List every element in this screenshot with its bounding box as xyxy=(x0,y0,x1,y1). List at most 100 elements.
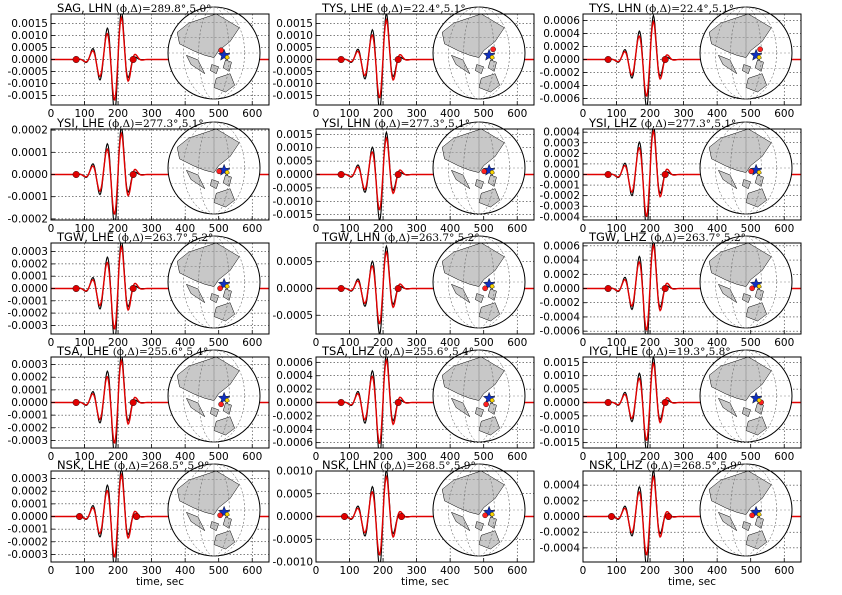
globe-meridian xyxy=(730,235,762,329)
globe-landmass xyxy=(222,174,232,187)
pick-marker xyxy=(129,170,137,178)
x-tick-label: 600 xyxy=(242,451,262,463)
panel-title: TGW, LHE (ϕ,Δ)=263.7°,5.2° xyxy=(56,230,213,244)
x-tick-label: 300 xyxy=(142,108,162,120)
y-tick-label: 0.0010 xyxy=(11,30,48,42)
y-tick-label: 0.0000 xyxy=(276,511,313,523)
station-marker xyxy=(218,401,224,408)
x-tick-label: 200 xyxy=(373,337,393,349)
panel-station-label: TYS, LHE xyxy=(321,1,377,15)
globe-meridian xyxy=(715,121,777,215)
x-tick-label: 500 xyxy=(741,108,761,120)
x-tick-label: 100 xyxy=(340,223,360,235)
y-tick-label: 0.0001 xyxy=(11,384,48,396)
reference-marker xyxy=(756,512,762,517)
y-tick-label: -0.0001 xyxy=(7,295,48,307)
x-tick-label: 400 xyxy=(440,108,460,120)
globe-landmass xyxy=(745,416,768,436)
y-tick-label: -0.0002 xyxy=(539,297,580,309)
x-axis-label: time, sec xyxy=(401,576,449,588)
x-tick-label: 600 xyxy=(242,108,262,120)
panel-station-label: NSK, LHZ xyxy=(589,458,646,472)
globe-landmass xyxy=(717,283,738,304)
panel-title: TSA, LHZ (ϕ,Δ)=255.6°,5.4° xyxy=(321,344,474,358)
x-tick-label: 200 xyxy=(108,337,128,349)
x-tick-label: 500 xyxy=(474,108,494,120)
globe-landmass xyxy=(213,188,236,208)
y-tick-label: 0.0004 xyxy=(543,255,580,267)
panel-station-label: YSI, LHZ xyxy=(588,116,641,130)
pick-marker xyxy=(129,399,137,407)
x-tick-label: 500 xyxy=(209,565,229,577)
globe-meridian xyxy=(448,121,510,215)
y-tick-label: 0.0002 xyxy=(11,372,48,384)
pick-marker xyxy=(76,513,84,521)
y-tick-label: 0.0000 xyxy=(543,169,580,181)
globe-meridian xyxy=(198,121,230,215)
y-tick-label: -0.0010 xyxy=(272,78,313,90)
y-tick-label: -0.0015 xyxy=(7,90,48,102)
globe-landmass xyxy=(213,416,236,436)
x-tick-label: 400 xyxy=(707,108,727,120)
panel-tgw-lhz: 0 100 200 300 400 500 600 0.0006 0.0004 0.0002 0.0… xyxy=(539,230,802,349)
panel-title: TYS, LHN (ϕ,Δ)=22.4°,5.1° xyxy=(588,1,734,15)
y-tick-label: -0.0005 xyxy=(272,310,313,322)
x-tick-label: 100 xyxy=(607,108,627,120)
event-star-icon xyxy=(482,48,496,61)
reference-marker xyxy=(224,398,230,403)
x-tick-label: 600 xyxy=(507,451,527,463)
globe-meridian xyxy=(715,349,777,443)
x-tick-label: 500 xyxy=(209,108,229,120)
y-tick-label: 0.0003 xyxy=(11,473,48,485)
x-tick-label: 200 xyxy=(108,451,128,463)
globe-meridian xyxy=(183,463,245,557)
panel-param-label: (ϕ,Δ)=22.4°,5.1° xyxy=(645,3,734,15)
reference-marker xyxy=(224,284,230,289)
reference-marker xyxy=(489,284,495,289)
panel-station-label: TYS, LHN xyxy=(588,1,645,15)
y-tick-label: 0.0003 xyxy=(11,246,48,258)
y-tick-label: 0.0001 xyxy=(543,158,580,170)
pick-marker xyxy=(72,399,80,407)
x-tick-label: 0 xyxy=(48,451,55,463)
station-marker xyxy=(482,512,488,519)
y-tick-label: 0.0005 xyxy=(543,384,580,396)
globe-landmass xyxy=(745,188,768,208)
y-tick-label: 0.0000 xyxy=(276,397,313,409)
panel-station-label: YSI, LHE xyxy=(56,116,108,130)
y-tick-label: 0.0005 xyxy=(276,256,313,268)
pick-marker xyxy=(394,170,402,178)
globe-meridian xyxy=(463,235,495,329)
panel-param-label: (ϕ,Δ)=263.7°,5.2° xyxy=(384,232,480,244)
globe-landmass xyxy=(487,288,497,301)
station-marker xyxy=(217,285,223,292)
y-tick-label: 0.0010 xyxy=(276,142,313,154)
x-tick-label: 100 xyxy=(75,108,95,120)
y-tick-label: -0.0002 xyxy=(7,422,48,434)
x-tick-label: 0 xyxy=(313,223,320,235)
globe-landmass xyxy=(745,73,768,93)
station-marker xyxy=(218,47,224,54)
panel-title: NSK, LHE (ϕ,Δ)=268.5°,5.9° xyxy=(57,458,209,472)
pick-marker xyxy=(665,513,673,521)
x-tick-label: 500 xyxy=(209,337,229,349)
x-tick-label: 600 xyxy=(507,223,527,235)
pick-marker xyxy=(337,56,345,64)
station-marker xyxy=(481,168,487,175)
panel-station-label: TGW, LHZ xyxy=(588,230,650,244)
y-tick-label: -0.0002 xyxy=(539,67,580,79)
y-tick-label: 0.0000 xyxy=(543,397,580,409)
y-tick-label: 0.0002 xyxy=(543,41,580,53)
y-tick-label: 0.0000 xyxy=(543,283,580,295)
panel-title: IYG, LHE (ϕ,Δ)=19.3°,5.8° xyxy=(589,344,731,358)
y-tick-label: 0.0004 xyxy=(543,127,580,139)
pick-marker xyxy=(341,513,349,521)
globe-meridian xyxy=(730,6,762,100)
y-tick-label: -0.0004 xyxy=(539,542,580,554)
event-star-icon xyxy=(749,163,763,176)
x-tick-label: 400 xyxy=(440,337,460,349)
x-tick-label: 400 xyxy=(175,565,195,577)
y-tick-label: 0.0005 xyxy=(276,488,313,500)
